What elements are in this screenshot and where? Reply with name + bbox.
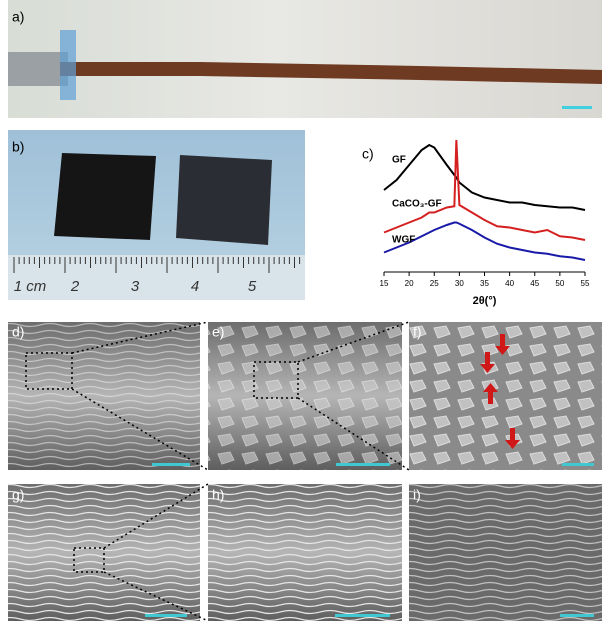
ruler-label: 5 xyxy=(248,278,257,295)
x-tick-label: 20 xyxy=(405,279,414,288)
legend-label: WGF xyxy=(392,235,415,246)
panel-label: c) xyxy=(362,146,374,162)
sem-images xyxy=(8,322,602,621)
panel-label: e) xyxy=(212,324,224,340)
x-tick-label: 25 xyxy=(430,279,439,288)
ruler-label: 3 xyxy=(131,278,140,295)
x-tick-label: 35 xyxy=(480,279,489,288)
ruler-label: 1 cm xyxy=(14,278,47,295)
x-tick-label: 40 xyxy=(505,279,514,288)
ruler-label: 2 xyxy=(70,278,80,295)
x-axis-label: 2θ(°) xyxy=(473,295,497,307)
x-tick-label: 45 xyxy=(530,279,539,288)
panel-label: f) xyxy=(413,324,422,340)
panel-label: h) xyxy=(212,487,224,503)
x-tick-label: 50 xyxy=(555,279,564,288)
x-tick-label: 30 xyxy=(455,279,464,288)
figure: 1 cm2345 1520253035404550552θ(°)GFCaCO₃-… xyxy=(0,0,611,621)
photo-a xyxy=(8,0,602,118)
x-tick-label: 55 xyxy=(581,279,590,288)
xrd-curve xyxy=(384,140,585,240)
photo-b: 1 cm 2 3 4 5 xyxy=(8,130,305,300)
panel-label: i) xyxy=(413,487,421,503)
legend-label: CaCO₃-GF xyxy=(392,199,442,210)
legend-label: GF xyxy=(392,155,406,166)
ruler-label: 4 xyxy=(191,278,199,295)
x-tick-label: 15 xyxy=(380,279,389,288)
panel-label: g) xyxy=(12,487,24,503)
panel-label: a) xyxy=(12,9,24,25)
xrd-chart: 15 20 25 30 35 40 45 50 55 2θ(°) GF CaCO₃-GF WGF xyxy=(380,140,590,307)
panel-label: d) xyxy=(12,324,24,340)
panel-label: b) xyxy=(12,139,24,155)
